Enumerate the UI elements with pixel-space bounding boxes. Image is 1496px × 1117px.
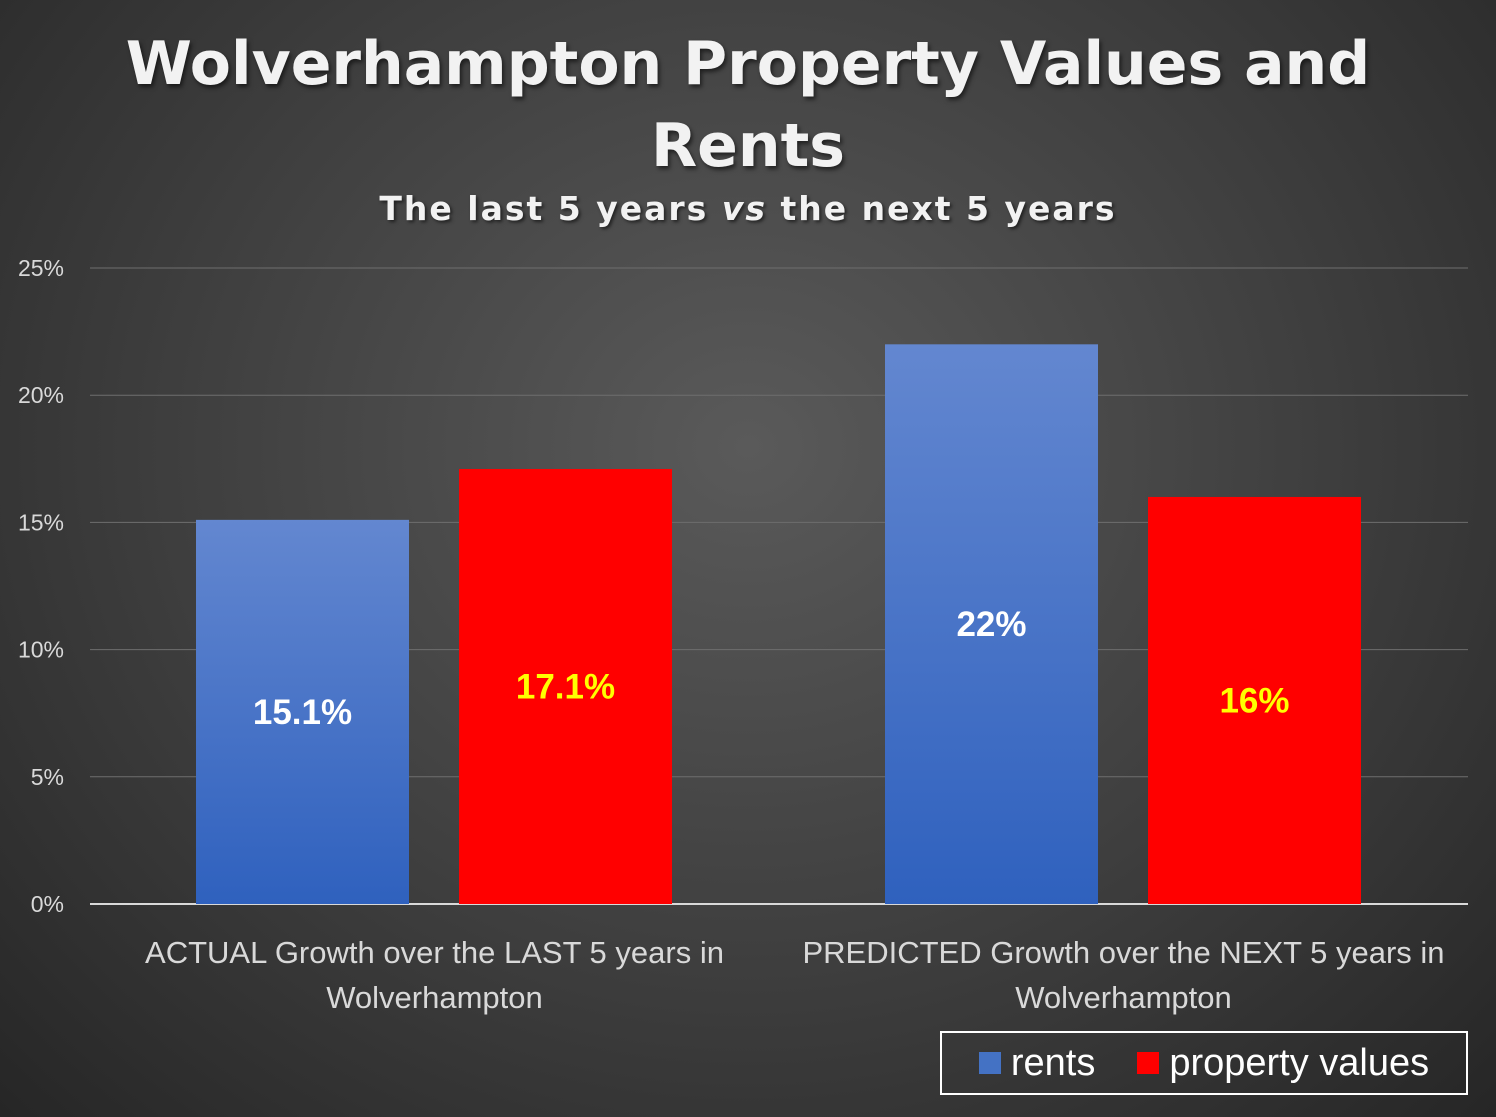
y-tick-label: 0% [31,891,64,917]
y-tick-label: 15% [18,509,64,535]
data-label: 22% [956,605,1026,644]
data-label: 17.1% [516,667,615,706]
x-category-label: PREDICTED Growth over the NEXT 5 years i… [802,935,1444,970]
legend-item-property-values: property values [1137,1042,1429,1085]
chart-title-line-2: Rents [650,111,845,181]
subtitle-text-vs: vs [721,189,767,228]
data-label: 15.1% [253,693,352,732]
subtitle-text-start: The last 5 years [379,189,722,228]
data-label: 16% [1219,681,1289,720]
chart-subtitle: The last 5 years vs the next 5 years [0,186,1496,232]
y-tick-label: 20% [18,382,64,408]
legend: rents property values [940,1031,1468,1095]
bar-rents [196,519,409,904]
legend-label-property-values: property values [1169,1041,1430,1084]
legend-item-rents: rents [978,1041,1096,1085]
bar-property-values [1148,496,1361,904]
y-tick-label: 5% [31,764,64,790]
x-category-label: Wolverhampton [1015,980,1232,1015]
bar-property-values [459,468,672,904]
x-category-label: Wolverhampton [326,980,543,1015]
legend-swatch-rents [978,1052,1001,1074]
y-tick-label: 25% [18,255,64,281]
chart-title-line-1: Wolverhampton Property Values and [125,29,1371,99]
x-category-label: ACTUAL Growth over the LAST 5 years in [145,935,724,970]
legend-label-rents: rents [1010,1041,1096,1084]
subtitle-text-end: the next 5 years [766,189,1117,228]
legend-swatch-property-values [1137,1052,1160,1074]
y-tick-label: 10% [18,637,64,663]
bar-rents [885,344,1098,904]
